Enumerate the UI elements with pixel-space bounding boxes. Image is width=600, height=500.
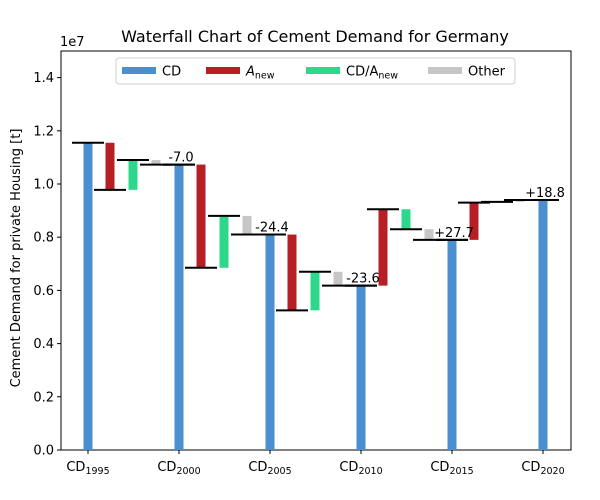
step-bar-other xyxy=(333,271,343,286)
y-tick-label: 1.0 xyxy=(33,178,54,193)
cd-bar xyxy=(356,285,366,450)
legend-swatch-cd-a-new xyxy=(306,67,340,74)
step-bar-a-new xyxy=(378,209,388,286)
change-annotation: -7.0 xyxy=(168,151,193,166)
x-tick-label: CD2000 xyxy=(157,460,200,477)
step-bar-cd-a-new xyxy=(401,209,411,230)
step-bar-a-new xyxy=(469,202,479,240)
y-tick-label: 0.4 xyxy=(33,337,54,352)
y-tick-label: 0.6 xyxy=(33,284,54,299)
step-bar-a-new xyxy=(287,234,297,311)
y-multiplier-label: 1e7 xyxy=(60,35,85,50)
legend-label-other: Other xyxy=(468,65,506,80)
change-annotation: -24.4 xyxy=(255,221,289,236)
legend-label-cd: CD xyxy=(162,65,181,80)
step-bar-other xyxy=(151,160,161,165)
cd-bar xyxy=(83,142,93,450)
change-annotation: +27.7 xyxy=(434,226,474,241)
x-tick-label: CD2020 xyxy=(521,460,564,477)
step-bar-a-new xyxy=(105,142,115,190)
cd-bar xyxy=(265,234,275,450)
x-tick-label: CD2015 xyxy=(430,460,473,477)
step-bar-cd-a-new xyxy=(310,271,320,311)
step-bar-other xyxy=(424,229,434,240)
legend-swatch-a-new xyxy=(206,67,240,74)
y-axis-label: Cement Demand for private Housing [t] xyxy=(9,129,24,388)
x-tick-label: CD2010 xyxy=(339,460,382,477)
step-bar-other xyxy=(242,215,252,235)
step-bar-cd-a-new xyxy=(219,215,229,268)
chart-title: Waterfall Chart of Cement Demand for Ger… xyxy=(121,27,509,46)
plot-frame xyxy=(60,50,572,451)
step-bar-a-new xyxy=(196,164,206,268)
legend: CD Anew CD/Anew Other xyxy=(115,57,516,85)
y-tick-label: 0.0 xyxy=(33,444,54,459)
y-tick-label: 0.2 xyxy=(33,390,54,405)
plot-area: 0.0 0.2 0.4 0.6 0.8 1.0 1.2 1.4 CD1995 CD2000 CD20… xyxy=(33,50,572,477)
change-annotation: +18.8 xyxy=(525,186,565,201)
y-tick-label: 1.2 xyxy=(33,124,54,139)
y-tick-label: 0.8 xyxy=(33,231,54,246)
cd-bar xyxy=(447,239,457,450)
x-tick-label: CD2005 xyxy=(248,460,291,477)
legend-swatch-other xyxy=(428,67,462,74)
step-bar-cd-a-new xyxy=(128,160,138,190)
y-tick-label: 1.4 xyxy=(33,71,54,86)
x-tick-label: CD1995 xyxy=(66,460,109,477)
legend-swatch-cd xyxy=(122,67,156,74)
cd-bar xyxy=(538,199,548,450)
change-annotation: -23.6 xyxy=(346,272,380,287)
cd-bar xyxy=(174,164,184,450)
